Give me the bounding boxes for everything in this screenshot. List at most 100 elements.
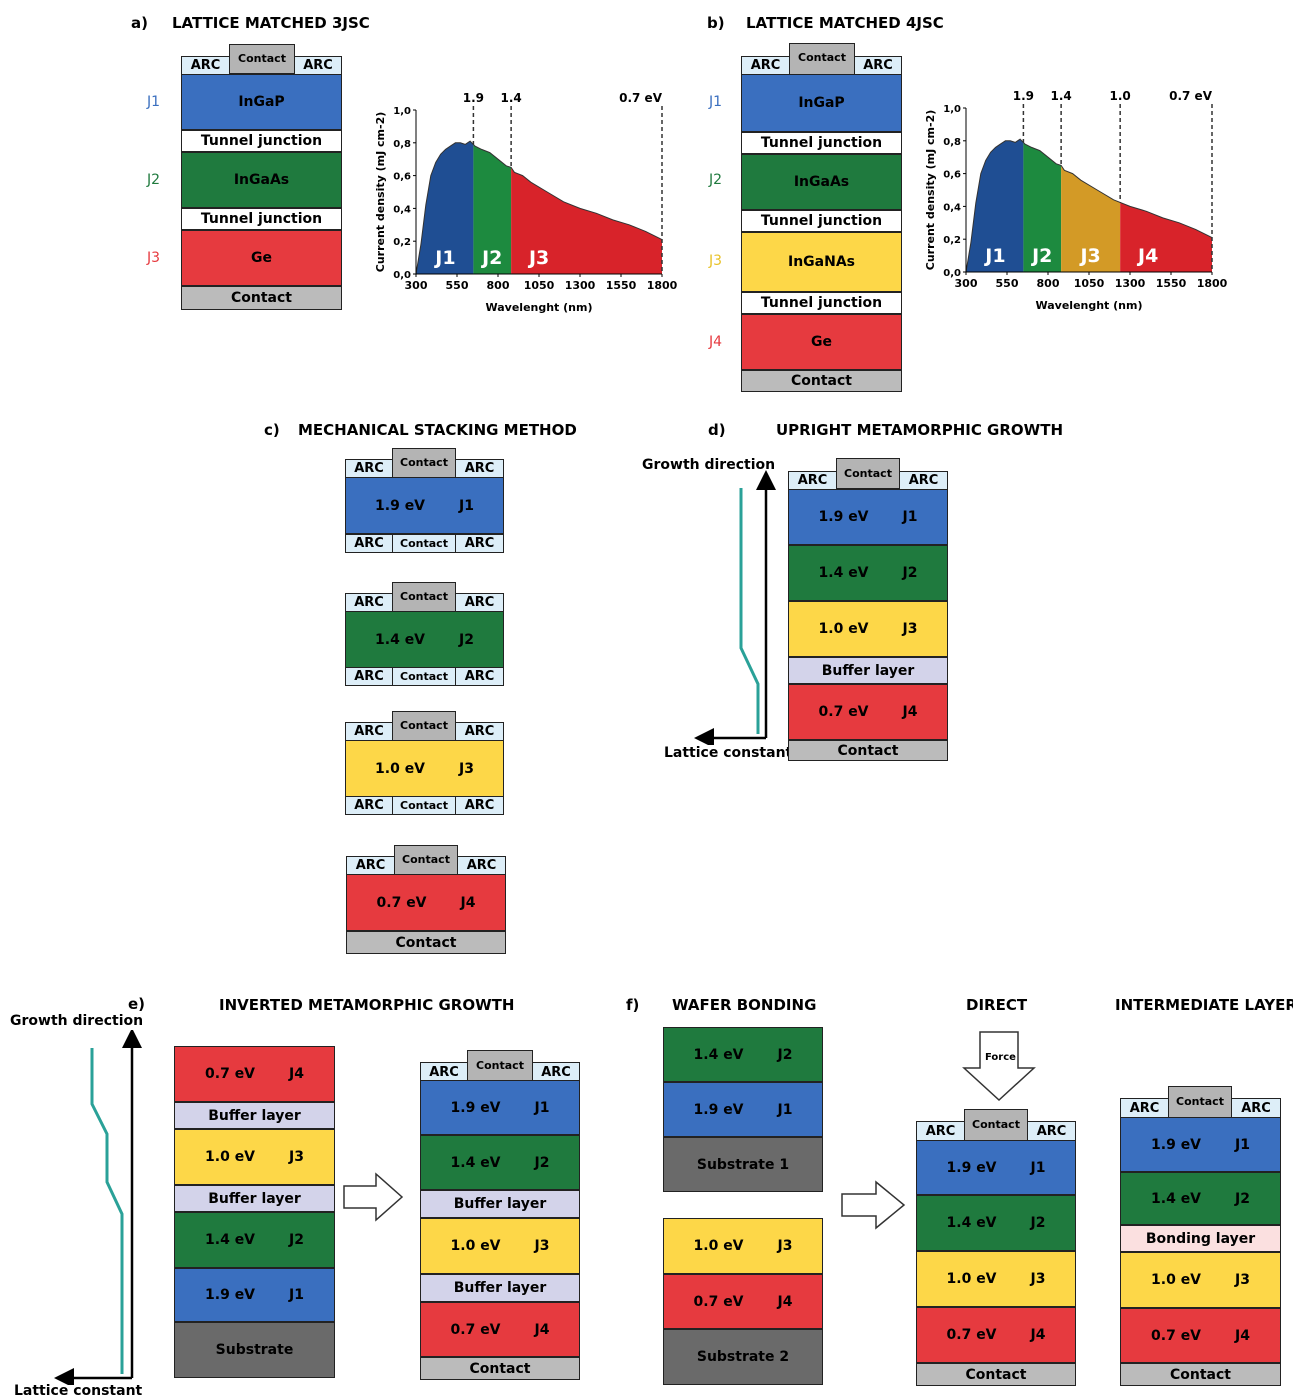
panel-a-label: a) (131, 14, 148, 32)
x-tick-label: 1300 (565, 279, 596, 292)
cell-j3: 1.0 eV J3 (788, 601, 948, 657)
cell-j1: 1.9 eV J1 (174, 1268, 335, 1322)
contact-mid: Contact (392, 796, 456, 815)
panel-e-label: e) (128, 995, 146, 1013)
y-axis-label: Current density (mJ cm-2) (374, 112, 387, 273)
cell-j4: 0.7 eV J4 (663, 1274, 823, 1329)
arc-right: ARC (1231, 1098, 1281, 1118)
region-j2 (1023, 142, 1062, 272)
buffer-layer: Buffer layer (174, 1102, 335, 1129)
x-tick-label: 1550 (1156, 277, 1187, 290)
arc-left: ARC (741, 56, 790, 75)
growth-direction-label: Growth direction (642, 457, 776, 473)
spectrum-line (965, 138, 1213, 273)
buffer-layer: Buffer layer (788, 657, 948, 684)
y-tick-label: 0,6 (393, 172, 411, 183)
arc-right: ARC (457, 856, 506, 875)
arc-right: ARC (294, 56, 342, 75)
arc-left: ARC (345, 459, 393, 478)
arc-right: ARC (455, 722, 504, 741)
contact-top: Contact (964, 1109, 1028, 1141)
arc-right: ARC (455, 459, 504, 478)
force-label: Force (985, 1052, 1016, 1063)
contact-top: Contact (392, 448, 456, 478)
buffer-layer: Buffer layer (420, 1190, 580, 1218)
y-axis-label: Current density (mJ cm-2) (924, 110, 937, 271)
x-tick-label: 1300 (1115, 277, 1146, 290)
y-tick-label: 0,0 (943, 268, 961, 279)
junction-label-j3: J3 (147, 250, 161, 266)
x-tick-label: 550 (996, 277, 1019, 290)
chart-a: J1 J2 J3 1.9 1.4 0.7 eV 0,0 0,2 0,4 0,6 0,8 1,0 300 5… (374, 91, 678, 314)
y-tick-label: 0,4 (943, 202, 961, 213)
x-tick-label: 1050 (524, 279, 555, 292)
growth-axes-e (54, 1030, 142, 1385)
cell-j1: 1.9 eV J1 (420, 1080, 580, 1135)
junction-label-j4: J4 (709, 334, 723, 350)
direct-title: DIRECT (966, 996, 1028, 1014)
intermediate-title: INTERMEDIATE LAYER (1115, 996, 1293, 1014)
contact-top: Contact (1168, 1086, 1232, 1118)
y-tick-label: 0,0 (393, 270, 411, 281)
contact-top: Contact (836, 458, 900, 489)
panel-f-title: WAFER BONDING (672, 996, 817, 1014)
arc-right: ARC (455, 796, 504, 815)
bandgap-label: 1.9 (463, 91, 484, 105)
panel-d-title: UPRIGHT METAMORPHIC GROWTH (776, 421, 1064, 439)
arc-left: ARC (345, 593, 393, 612)
tunnel-junction: Tunnel junction (741, 132, 902, 154)
region-label-j3: J3 (1078, 245, 1100, 267)
contact-mid: Contact (392, 667, 456, 686)
arc-left: ARC (346, 856, 395, 875)
cell-j3: 1.0 eV J3 (1120, 1252, 1281, 1308)
cell-j3: 1.0 eV J3 (420, 1218, 580, 1274)
region-j3 (1061, 165, 1121, 272)
panel-b-label: b) (707, 14, 725, 32)
junction-label-j2: J2 (147, 172, 161, 188)
y-tick-label: 0,2 (943, 235, 961, 246)
substrate-2: Substrate 2 (663, 1329, 823, 1385)
arc-left: ARC (420, 1062, 468, 1082)
x-tick-label: 1800 (647, 279, 678, 292)
chart-b: J1 J2 J3 J4 1.9 1.4 1.0 0.7 eV 0,0 0,2 0,4 0,6 0,8 1,… (924, 89, 1228, 312)
panel-c-label: c) (264, 421, 280, 439)
x-axis-label: Wavelenght (nm) (486, 301, 593, 314)
cell-j2: 1.4 eV J2 (420, 1135, 580, 1190)
arc-right: ARC (854, 56, 902, 75)
layer-ingaas: InGaAs (741, 154, 902, 210)
arc-left: ARC (1120, 1098, 1169, 1118)
layer-inganas: InGaNAs (741, 232, 902, 292)
tunnel-junction: Tunnel junction (181, 130, 342, 152)
arc-right: ARC (1027, 1121, 1076, 1141)
region-j1 (966, 139, 1024, 272)
panel-a-title: LATTICE MATCHED 3JSC (172, 14, 370, 32)
arc-left: ARC (788, 471, 837, 490)
y-tick-label: 1,0 (943, 104, 961, 115)
region-j2 (473, 144, 512, 274)
arc-left: ARC (345, 534, 393, 553)
cell-j3: 1.0 eV J3 (916, 1251, 1076, 1307)
lattice-constant-label: Lattice constant (14, 1383, 143, 1399)
substrate: Substrate (174, 1322, 335, 1378)
panel-e-title: INVERTED METAMORPHIC GROWTH (219, 996, 515, 1014)
panel-d-label: d) (708, 421, 726, 439)
bandgap-label: 0.7 eV (1169, 89, 1213, 103)
contact-bottom: Contact (788, 740, 948, 761)
arc-right: ARC (455, 667, 504, 686)
bandgap-label: 1.0 (1110, 89, 1131, 103)
spectrum-line (415, 140, 663, 275)
buffer-layer: Buffer layer (174, 1185, 335, 1212)
bandgap-label: 1.4 (1050, 89, 1071, 103)
arc-right: ARC (455, 593, 504, 612)
layer-ge: Ge (741, 314, 902, 370)
cell-j4: 0.7 eV J4 (174, 1046, 335, 1102)
cell-j4: 0.7 eV J4 (788, 684, 948, 740)
cell-j4: 0.7 eV J4 (1120, 1308, 1281, 1363)
contact-bottom: Contact (420, 1357, 580, 1380)
arc-left: ARC (345, 722, 393, 741)
x-tick-label: 800 (487, 279, 510, 292)
cell-j2: 1.4 eV J2 (663, 1027, 823, 1082)
bonding-layer: Bonding layer (1120, 1225, 1281, 1252)
growth-axes-d (694, 470, 776, 745)
x-tick-label: 300 (955, 277, 978, 290)
